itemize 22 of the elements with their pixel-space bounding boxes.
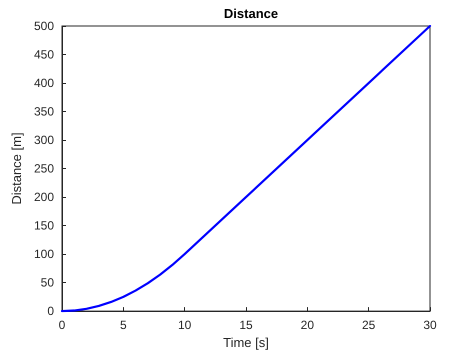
y-tick-label: 400 [34,76,54,90]
y-tick-label: 150 [34,218,54,233]
y-tick-label: 450 [34,48,54,62]
y-axis-title: Distance [m] [9,132,24,205]
x-tick-label: 30 [423,318,437,332]
x-tick-label: 15 [239,318,253,332]
y-tick-label: 200 [34,190,54,204]
x-tick-label: 25 [362,318,376,332]
y-tick-label: 50 [40,276,54,290]
y-tick-label: 250 [34,162,54,176]
x-tick-label: 20 [300,318,314,332]
x-tick-label: 10 [178,318,192,332]
y-tick-label: 350 [34,104,54,119]
y-tick-label: 300 [34,133,54,148]
y-tick-label: 100 [34,247,54,262]
x-axis-title: Time [s] [223,335,269,350]
x-tick-label: 0 [58,318,66,332]
y-tick-label: 500 [34,19,54,33]
y-tick-label: 0 [47,304,54,318]
chart-title: Distance [224,6,278,21]
line-series [60,24,432,312]
x-tick-label: 5 [120,318,127,332]
